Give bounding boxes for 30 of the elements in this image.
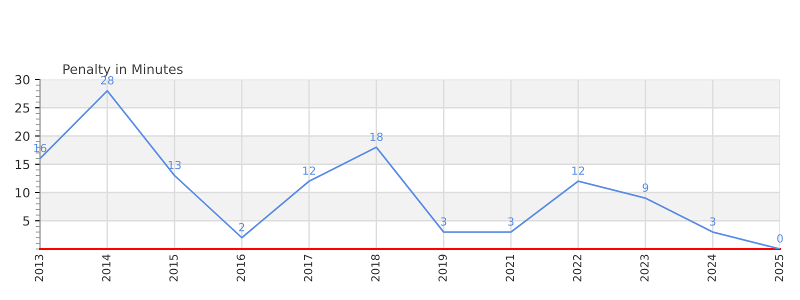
data-label: 2 [239,222,244,232]
x-tick-label: 2013 [34,254,44,282]
data-label: 3 [440,217,446,226]
data-label: 3 [508,217,514,226]
data-label: 9 [642,183,648,192]
data-label: 3 [710,217,716,226]
y-tick-label: 25 [15,103,30,113]
x-tick-label: 2022 [573,254,582,282]
y-tick-label: 30 [15,74,30,84]
data-label: 12 [572,166,584,175]
y-tick-label: 5 [23,216,30,226]
data-label: 0 [777,234,783,243]
data-label: 12 [303,166,316,175]
data-label: 13 [168,160,181,170]
x-tick-label: 2018 [371,254,380,282]
x-tick-label: 2015 [169,254,178,282]
data-label: 18 [370,132,383,141]
x-tick-label: 2024 [708,254,716,282]
x-tick-label: 2021 [506,254,514,282]
x-tick-label: 2017 [304,254,312,282]
x-tick-label: 2014 [102,254,110,282]
data-label: 28 [101,76,114,84]
y-tick-label: 15 [16,160,30,170]
y-tick-label: 20 [15,131,30,141]
x-tick-label: 2023 [640,254,649,282]
y-tick-label: 10 [16,188,30,198]
x-tick-label: 2019 [438,254,447,282]
x-tick-label: 2016 [236,254,246,282]
chart-title: Penalty in Minutes [63,64,183,77]
x-tick-label: 2025 [774,254,784,282]
